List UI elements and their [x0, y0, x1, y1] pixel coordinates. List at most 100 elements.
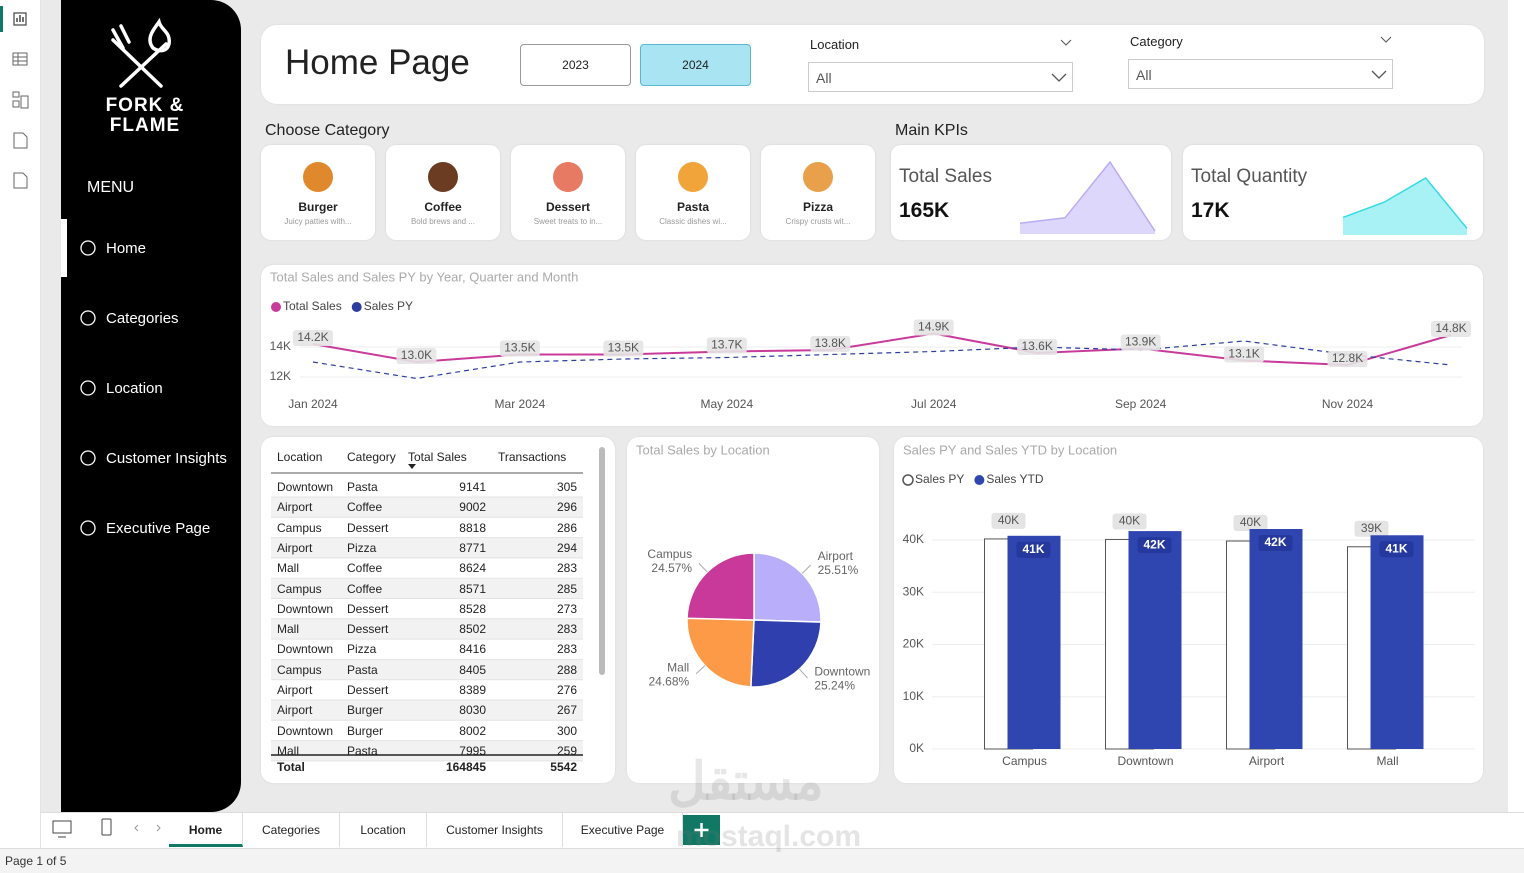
add-page-button[interactable] — [683, 815, 720, 845]
menu-title: MENU — [87, 179, 135, 196]
table-cell: Coffee — [347, 500, 383, 515]
table-cell: 283 — [556, 642, 577, 657]
table-cell: 9002 — [459, 500, 486, 515]
table-cell: 294 — [556, 540, 577, 555]
tab-bar — [41, 812, 1524, 849]
kpi-value: 17K — [1191, 199, 1230, 222]
table-cell: Dessert — [347, 683, 389, 697]
category-tile[interactable] — [386, 145, 500, 240]
sidebar — [61, 0, 241, 812]
table-cell: Dessert — [347, 622, 389, 637]
table-cell: Campus — [277, 581, 322, 596]
year-button[interactable]: 2023 — [520, 44, 631, 86]
table-cell: 7995 — [459, 743, 486, 758]
category-tile[interactable] — [761, 145, 875, 240]
table-cell: 273 — [556, 601, 577, 616]
kpi-label: Total Quantity — [1191, 166, 1308, 187]
total-cell: 164845 — [445, 760, 486, 774]
table-cell: Campus — [277, 662, 322, 677]
table-cell: Airport — [277, 540, 313, 555]
table-cell: 9141 — [459, 480, 486, 494]
table-cell: Dessert — [347, 601, 389, 616]
active-indicator — [61, 219, 67, 277]
page-tab[interactable]: Categories — [243, 813, 340, 847]
kpi-card — [891, 145, 1171, 240]
table-cell: Downtown — [277, 601, 334, 616]
page-tab[interactable]: Home — [169, 813, 243, 847]
table-cell: Mall — [277, 622, 300, 637]
total-label: Total — [277, 760, 305, 774]
left-toolbar — [0, 0, 41, 848]
category-name: Burger — [298, 200, 338, 214]
category-tile[interactable] — [636, 145, 750, 240]
category-name: Pasta — [676, 200, 710, 214]
table-cell: Downtown — [277, 642, 334, 657]
table-cell: 8389 — [459, 683, 486, 697]
table-row-stripe — [271, 740, 583, 761]
table-cell: Downtown — [277, 723, 334, 738]
table-cell: 283 — [556, 561, 577, 576]
table-cell: 283 — [556, 622, 577, 637]
status-bar — [0, 848, 1524, 873]
year-button[interactable]: 2024 — [640, 44, 751, 86]
page-tab[interactable]: Executive Page — [563, 813, 683, 847]
filter-dropdown[interactable]: All — [808, 62, 1073, 92]
category-description: Bold brews and ... — [410, 217, 476, 226]
table-cell: 8624 — [459, 561, 486, 576]
kpi-label: Total Sales — [899, 166, 992, 187]
table-cell: Pasta — [347, 743, 378, 758]
category-description: Classic dishes wi... — [659, 217, 727, 226]
kpi-card — [1183, 145, 1483, 240]
table-cell: Pasta — [347, 662, 378, 677]
table-cell: 8030 — [459, 703, 486, 718]
table-cell: Downtown — [277, 480, 334, 494]
table-cell: 276 — [556, 683, 577, 697]
table-cell: 296 — [556, 500, 577, 515]
table-cell: 8528 — [459, 601, 486, 616]
bar-chart-card — [894, 437, 1483, 783]
pie-chart-card — [627, 437, 879, 783]
table-scrollbar — [599, 447, 605, 675]
table-cell: Dessert — [347, 520, 389, 535]
section-title: Choose Category — [265, 122, 390, 139]
table-cell: Mall — [277, 561, 300, 576]
brand-line: FORK & — [105, 95, 185, 116]
page-tab[interactable]: Location — [340, 813, 427, 847]
table-cell: 8416 — [459, 642, 486, 657]
table-cell: 8002 — [459, 723, 486, 738]
filter-label: Location — [810, 37, 860, 52]
table-row-stripe — [271, 537, 583, 558]
category-tile[interactable] — [511, 145, 625, 240]
column-header[interactable]: Location — [277, 450, 323, 464]
kpi-value: 165K — [899, 199, 950, 222]
category-name: Coffee — [424, 200, 462, 214]
page-tab[interactable]: Customer Insights — [427, 813, 563, 847]
table-cell: Coffee — [347, 581, 383, 596]
column-header[interactable]: Total Sales — [408, 450, 467, 464]
table-cell: Mall — [277, 743, 300, 758]
table-cell: 8818 — [459, 520, 486, 535]
table-cell: 300 — [556, 723, 577, 738]
table-cell: 288 — [556, 662, 577, 677]
table-cell: 305 — [556, 480, 577, 494]
nav-item[interactable] — [61, 219, 241, 277]
column-header[interactable]: Transactions — [498, 450, 567, 464]
section-title: Main KPIs — [895, 122, 968, 139]
brand-line: FLAME — [109, 115, 181, 136]
filter-dropdown[interactable]: All — [1128, 59, 1393, 89]
category-description: Juicy patties with... — [284, 217, 352, 226]
table-cell: 8502 — [459, 622, 486, 637]
column-header[interactable]: Category — [347, 450, 396, 464]
table-card — [261, 437, 615, 783]
table-cell: Burger — [347, 703, 384, 718]
category-tile[interactable] — [261, 145, 375, 240]
nav-label: Home — [106, 240, 147, 257]
table-cell: Airport — [277, 500, 313, 515]
watermark: مستقل — [668, 753, 824, 811]
category-name: Dessert — [545, 200, 591, 214]
table-row-stripe — [271, 619, 583, 640]
category-description: Sweet treats to in... — [533, 217, 603, 226]
table-cell: Airport — [277, 683, 313, 697]
logo-icon — [111, 18, 171, 88]
table-cell: Pizza — [347, 642, 377, 657]
